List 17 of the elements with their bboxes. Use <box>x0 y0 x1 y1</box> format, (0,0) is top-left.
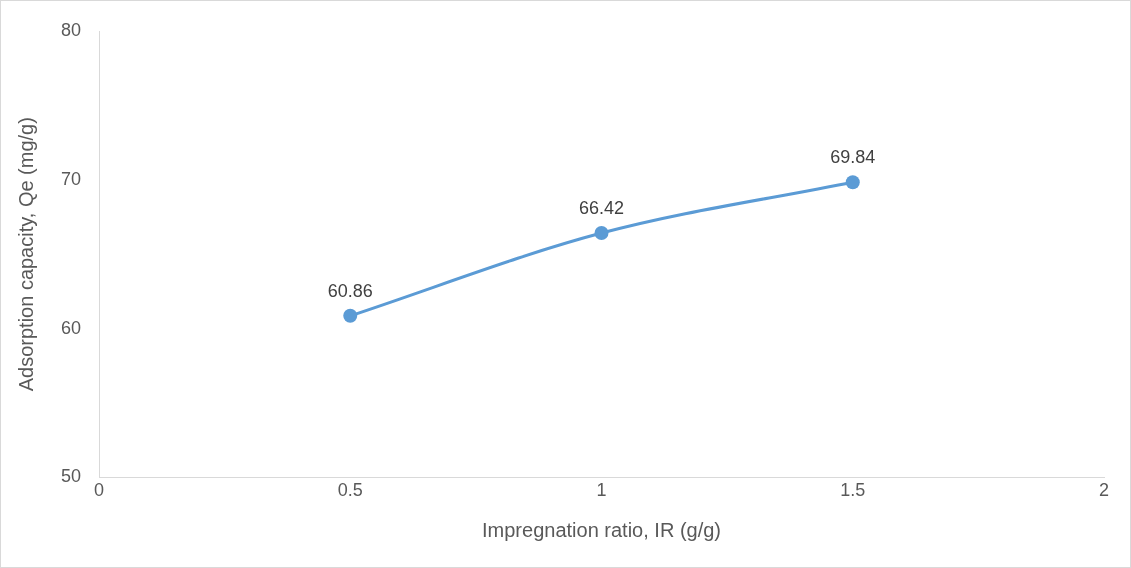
x-tick-label: 0.5 <box>337 480 363 501</box>
y-tick-label: 60 <box>60 317 82 338</box>
data-label: 69.84 <box>830 147 876 168</box>
data-label: 60.86 <box>327 280 373 301</box>
y-axis-title: Adsorption capacity, Qe (mg/g) <box>14 117 37 392</box>
x-tick-label: 1 <box>596 480 607 501</box>
y-tick-label: 80 <box>60 19 82 40</box>
x-axis-title: Impregnation ratio, IR (g/g) <box>482 518 722 541</box>
x-tick-label: 2 <box>1098 480 1110 501</box>
x-tick-label: 0 <box>94 480 105 501</box>
y-tick-label: 70 <box>60 168 82 189</box>
data-label: 66.42 <box>578 198 625 219</box>
point <box>594 226 609 241</box>
point <box>343 308 358 323</box>
x-tick-label: 1.5 <box>840 480 866 501</box>
point <box>845 175 860 190</box>
y-tick-label: 50 <box>60 466 82 487</box>
